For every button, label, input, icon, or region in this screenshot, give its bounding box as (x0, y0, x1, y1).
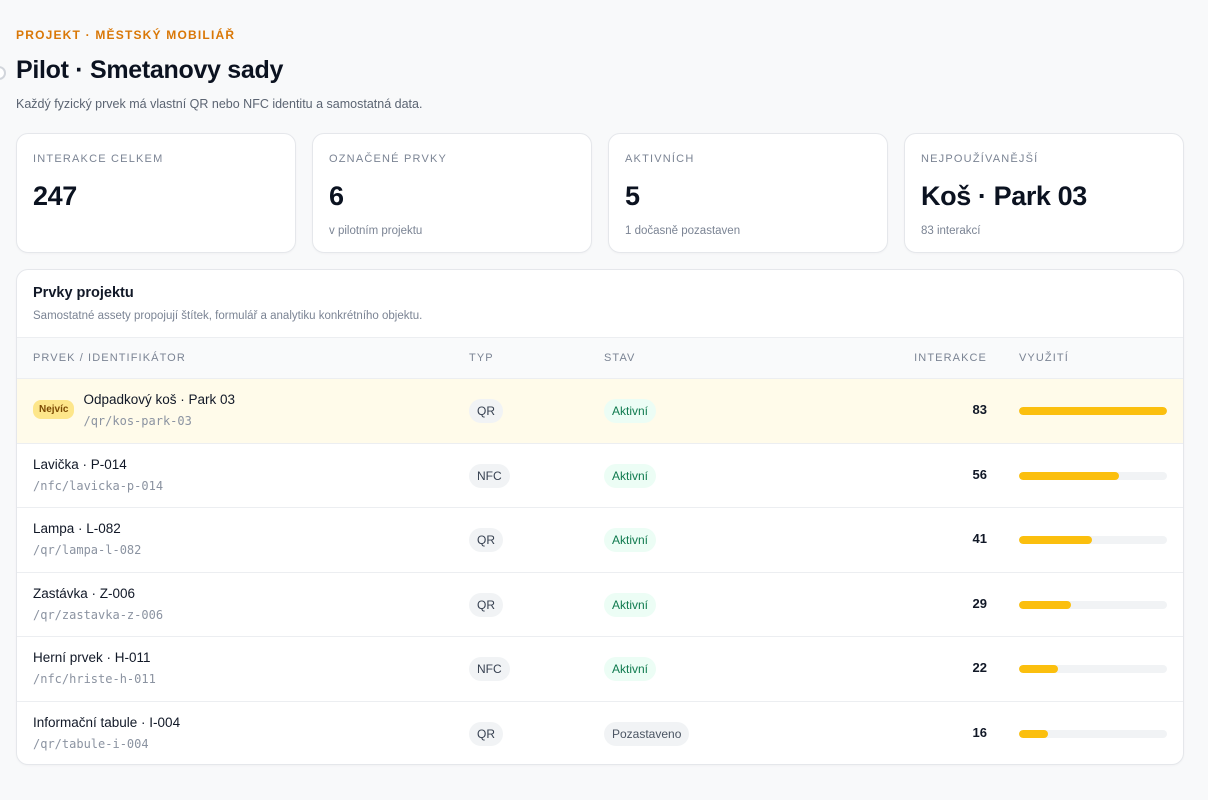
item-identifier: /qr/tabule-i-004 (33, 736, 149, 751)
type-badge: QR (469, 399, 503, 423)
interaction-count: 29 (972, 595, 987, 611)
usage-bar (1019, 729, 1167, 738)
item-name[interactable]: Lavička · P-014 (33, 456, 127, 472)
item-identifier: /qr/lampa-l-082 (33, 543, 142, 557)
table-header: PRVEK / IDENTIFIKÁTOR TYP STAV INTERAKCE… (17, 338, 1183, 379)
stat-card-total-interactions: INTERAKCE CELKEM 247 (16, 133, 296, 253)
item-text: Lampa · L-082/qr/lampa-l-082 (33, 521, 141, 557)
table-row[interactable]: Informační tabule · I-004/qr/tabule-i-00… (17, 702, 1183, 765)
interaction-count: 56 (972, 466, 987, 482)
item-name[interactable]: Lampa · L-082 (33, 521, 121, 536)
item-cell: Lavička · P-014/nfc/lavicka-p-014 (33, 457, 163, 493)
usage-bar (1019, 665, 1167, 673)
status-badge: Aktivní (604, 463, 657, 488)
table-row[interactable]: Zastávka · Z-006/qr/zastavka-z-006 QR Akti… (17, 573, 1183, 637)
column-header-usage[interactable]: VYUŽITÍ (1019, 352, 1069, 364)
usage-bar-fill (1019, 729, 1048, 738)
stat-value: 6 (329, 181, 344, 211)
usage-bar-fill (1019, 407, 1167, 415)
page-subtitle: Každý fyzický prvek má vlastní QR nebo N… (16, 97, 423, 111)
page-header: PROJEKT · MĚSTSKÝ MOBILIÁŘ Pilot · Smeta… (16, 28, 1186, 111)
item-identifier: /qr/kos-park-03 (83, 414, 192, 428)
item-cell: Herní prvek · H-011/nfc/hriste-h-011 (33, 650, 156, 686)
usage-bar (1019, 600, 1167, 609)
status-badge: Pozastaveno (604, 721, 690, 746)
stat-label: NEJPOUŽÍVANĚJŠÍ (921, 153, 1039, 165)
stat-card-most-used: NEJPOUŽÍVANĚJŠÍ Koš · Park 03 83 interak… (904, 133, 1184, 253)
status-badge: Aktivní (604, 528, 657, 552)
item-name[interactable]: Zastávka · Z-006 (33, 585, 136, 601)
column-header-interactions[interactable]: INTERAKCE (914, 352, 987, 364)
stat-note: v pilotním projektu (329, 225, 423, 237)
item-name[interactable]: Odpadkový koš · Park 03 (83, 392, 236, 407)
type-badge: NFC (469, 657, 510, 681)
collapsed-panel-handle[interactable] (0, 66, 6, 80)
item-text: Informační tabule · I-004/qr/tabule-i-00… (33, 715, 180, 751)
type-badge: NFC (469, 463, 510, 488)
interaction-count: 16 (972, 724, 987, 740)
usage-bar (1019, 536, 1167, 544)
items-panel: Prvky projektu Samostatné assety propoju… (16, 269, 1184, 765)
panel-title: Prvky projektu (33, 285, 134, 301)
stat-card-active: AKTIVNÍCH 5 1 dočasně pozastaven (608, 133, 888, 253)
item-name[interactable]: Herní prvek · H-011 (33, 650, 151, 665)
usage-bar (1019, 407, 1167, 415)
table-row[interactable]: Lavička · P-014/nfc/lavicka-p-014 NFC Akti… (17, 444, 1183, 508)
panel-header: Prvky projektu Samostatné assety propoju… (17, 270, 1183, 338)
stat-value: Koš · Park 03 (921, 181, 1087, 211)
item-cell: Nejvíc Odpadkový koš · Park 03/qr/kos-par… (33, 392, 235, 428)
item-identifier: /qr/zastavka-z-006 (33, 607, 164, 622)
item-text: Odpadkový koš · Park 03/qr/kos-park-03 (83, 392, 235, 428)
usage-bar-fill (1019, 471, 1119, 480)
status-badge: Aktivní (604, 399, 657, 423)
stats-row: INTERAKCE CELKEM 247 OZNAČENÉ PRVKY 6 v … (16, 133, 1184, 253)
usage-bar-fill (1019, 600, 1071, 609)
stat-value: 5 (625, 181, 640, 211)
column-header-type[interactable]: TYP (469, 352, 494, 364)
stat-value: 247 (33, 181, 77, 211)
type-badge: QR (469, 592, 503, 617)
interaction-count: 83 (972, 402, 987, 417)
column-header-item[interactable]: PRVEK / IDENTIFIKÁTOR (33, 352, 186, 364)
item-cell: Informační tabule · I-004/qr/tabule-i-00… (33, 715, 180, 751)
item-text: Herní prvek · H-011/nfc/hriste-h-011 (33, 650, 156, 686)
table-row[interactable]: Lampa · L-082/qr/lampa-l-082 QR Aktivní 41 (17, 508, 1183, 573)
type-badge: QR (469, 528, 503, 552)
page-title: Pilot · Smetanovy sady (16, 56, 284, 84)
stat-label: AKTIVNÍCH (625, 153, 695, 165)
interaction-count: 41 (972, 531, 987, 546)
stat-card-tagged-items: OZNAČENÉ PRVKY 6 v pilotním projektu (312, 133, 592, 253)
usage-bar-fill (1019, 665, 1059, 673)
table-row[interactable]: Nejvíc Odpadkový koš · Park 03/qr/kos-par… (17, 379, 1183, 444)
panel-subtitle: Samostatné assety propojují štítek, form… (33, 310, 423, 322)
item-name[interactable]: Informační tabule · I-004 (33, 714, 181, 730)
status-badge: Aktivní (604, 592, 657, 617)
usage-bar (1019, 471, 1167, 480)
usage-bar-fill (1019, 536, 1093, 544)
top-item-badge: Nejvíc (33, 400, 75, 419)
stat-label: OZNAČENÉ PRVKY (329, 153, 448, 165)
stat-note: 1 dočasně pozastaven (625, 225, 741, 237)
column-header-status[interactable]: STAV (604, 352, 636, 364)
table-row[interactable]: Herní prvek · H-011/nfc/hriste-h-011 NFC A… (17, 637, 1183, 702)
status-badge: Aktivní (604, 657, 657, 681)
project-eyebrow: PROJEKT · MĚSTSKÝ MOBILIÁŘ (16, 28, 236, 42)
item-identifier: /nfc/lavicka-p-014 (33, 478, 164, 493)
item-text: Lavička · P-014/nfc/lavicka-p-014 (33, 457, 163, 493)
item-cell: Lampa · L-082/qr/lampa-l-082 (33, 521, 141, 557)
interaction-count: 22 (972, 660, 987, 675)
item-text: Zastávka · Z-006/qr/zastavka-z-006 (33, 586, 163, 622)
item-cell: Zastávka · Z-006/qr/zastavka-z-006 (33, 586, 163, 622)
table-body: Nejvíc Odpadkový koš · Park 03/qr/kos-par… (17, 379, 1183, 765)
type-badge: QR (469, 721, 503, 746)
stat-label: INTERAKCE CELKEM (33, 153, 164, 165)
item-identifier: /nfc/hriste-h-011 (33, 672, 156, 686)
stat-note: 83 interakcí (921, 225, 981, 237)
